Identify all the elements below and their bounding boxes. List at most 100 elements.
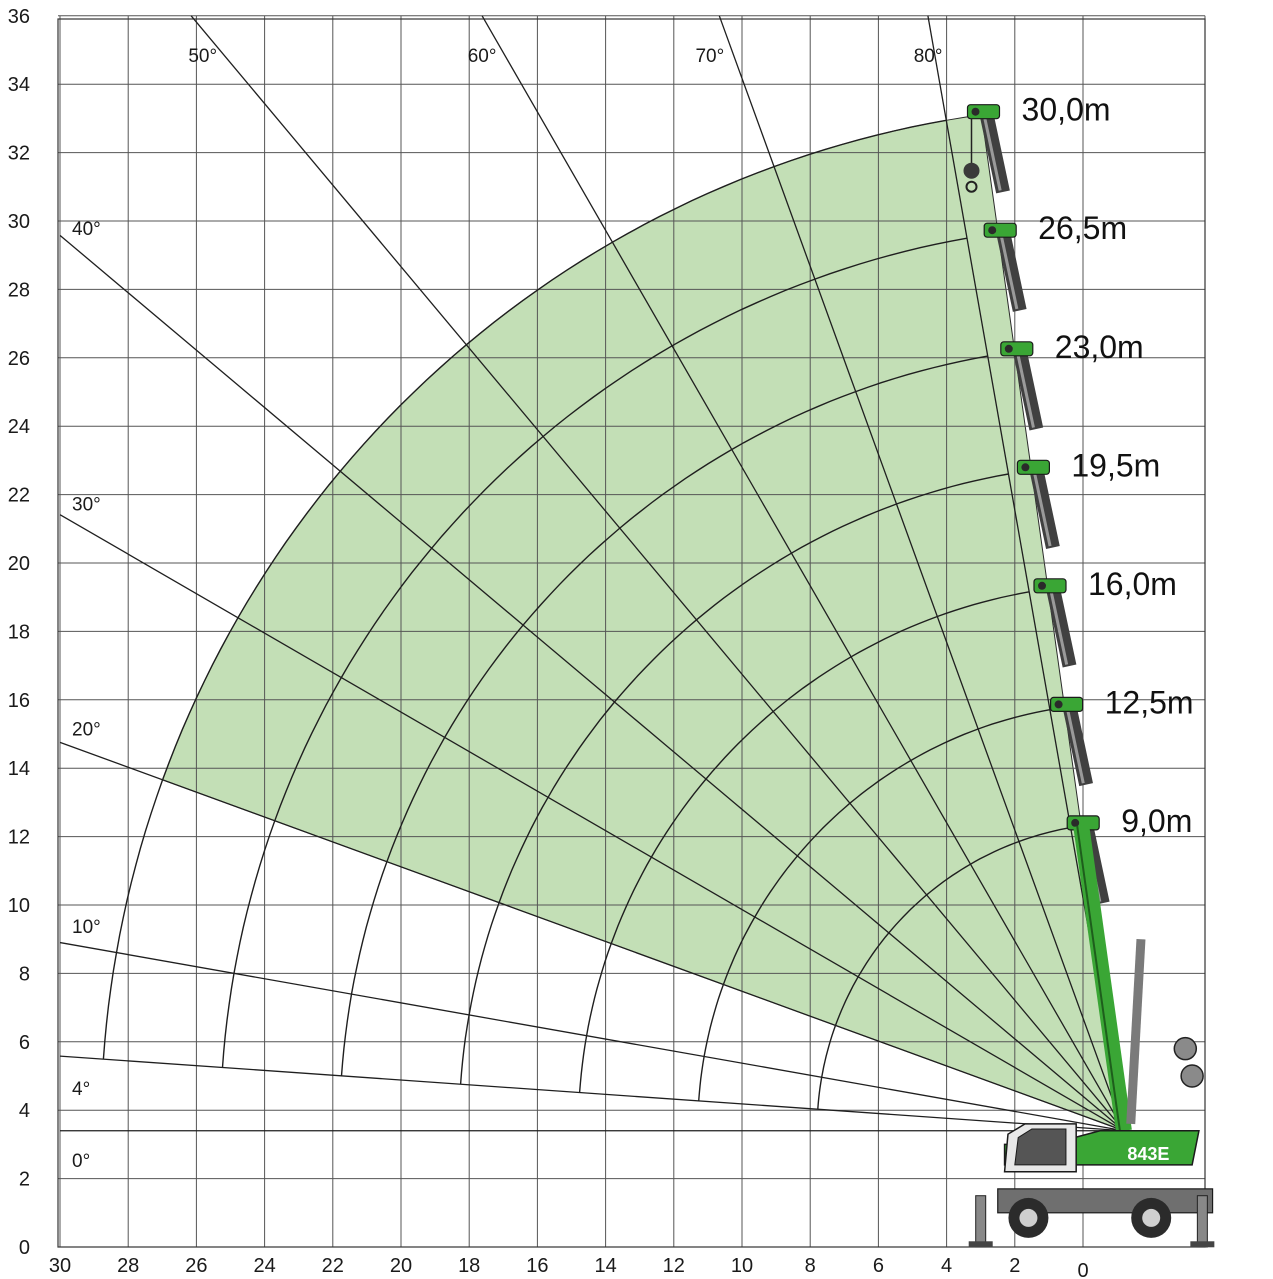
y-tick-label: 18	[8, 621, 30, 643]
angle-labels: 0° 4° 10° 20° 30° 40° 50° 60° 70° 80°	[72, 46, 942, 1172]
boom-head	[1033, 578, 1077, 668]
winch-drum	[1173, 1036, 1198, 1061]
boom-length-arc	[698, 709, 1051, 1101]
model-label: 843E	[1127, 1144, 1169, 1164]
angle-label: 4°	[72, 1079, 90, 1100]
boom-section-highlight	[999, 234, 1019, 310]
angle-ray	[59, 514, 1125, 1132]
x-tick-label: 10	[731, 1255, 753, 1277]
boom-length-arc	[817, 826, 1071, 1110]
crane-machine: 843E	[968, 824, 1215, 1248]
boom-length-arc	[578, 591, 1030, 1093]
y-tick-label: 14	[8, 758, 30, 780]
x-tick-label: 22	[322, 1255, 344, 1277]
hook-block	[963, 162, 980, 179]
cabin-window	[1014, 1128, 1067, 1166]
boom-length-arc	[221, 237, 968, 1068]
sheave	[1021, 463, 1030, 472]
y-tick-label: 2	[19, 1169, 30, 1191]
y-tick-label: 0	[19, 1237, 30, 1259]
y-tick-label: 26	[8, 348, 30, 370]
winch-drum	[1180, 1064, 1204, 1088]
boom-length-arcs	[102, 119, 1071, 1110]
angle-label: 40°	[72, 219, 101, 240]
x-tick-label: 14	[594, 1255, 616, 1277]
y-tick-label: 34	[8, 74, 30, 96]
y-tick-label: 22	[8, 485, 30, 507]
angle-ray	[59, 741, 1125, 1132]
y-tick-label: 36	[8, 6, 30, 28]
x-tick-label: 16	[526, 1255, 548, 1277]
axis-ticks: 30 28 26 24 22 20 18 16 14 12 10 8 6 4 2 00246810121416…	[8, 6, 1089, 1279]
angle-ray	[718, 15, 1125, 1131]
sheave	[971, 107, 980, 116]
boom-section-highlight	[1049, 589, 1069, 665]
boom-section-highlight	[1032, 471, 1052, 547]
angle-label: 10°	[72, 917, 101, 938]
x-tick-label: 18	[458, 1255, 480, 1277]
y-tick-label: 8	[19, 963, 30, 985]
luffing-cylinder	[1126, 938, 1146, 1125]
y-tick-label: 4	[19, 1100, 30, 1122]
x-tick-label: 26	[185, 1255, 207, 1277]
y-tick-label: 30	[8, 211, 30, 233]
x-tick-label: 4	[941, 1255, 952, 1277]
boom-head-markers	[963, 104, 1110, 905]
boom-length-label: 9,0m	[1121, 803, 1192, 839]
y-tick-label: 32	[8, 143, 30, 165]
x-tick-label: 0	[1077, 1260, 1088, 1279]
boom-head	[1000, 341, 1044, 431]
angle-label: 80°	[914, 46, 943, 67]
x-tick-label: 8	[805, 1255, 816, 1277]
boom-head	[963, 104, 1010, 194]
x-tick-label: 30	[49, 1255, 71, 1277]
boom-length-label: 16,0m	[1088, 566, 1177, 602]
sheave	[1071, 818, 1080, 827]
boom-length-arc	[459, 473, 1009, 1085]
boom-length-label: 12,5m	[1105, 684, 1194, 720]
angle-label: 50°	[188, 46, 217, 67]
y-tick-label: 20	[8, 553, 30, 575]
sheave	[988, 226, 997, 235]
y-tick-label: 28	[8, 279, 30, 301]
angle-ray	[481, 15, 1125, 1132]
boom-head	[983, 222, 1027, 312]
angle-label: 20°	[72, 719, 101, 740]
boom-section-highlight	[982, 115, 1002, 191]
x-tick-label: 20	[390, 1255, 412, 1277]
boom-length-label: 30,0m	[1022, 92, 1111, 128]
boom-head	[1016, 459, 1060, 549]
sheave	[1054, 700, 1063, 709]
angle-label: 30°	[72, 495, 101, 516]
boom-head	[1049, 696, 1093, 787]
sheave	[1038, 581, 1046, 590]
boom-angle-lines	[59, 15, 1125, 1132]
main-boom-edge	[1076, 825, 1121, 1131]
x-tick-label: 12	[663, 1255, 685, 1277]
angle-ray	[59, 941, 1125, 1132]
angle-ray	[59, 1055, 1124, 1132]
y-tick-label: 16	[8, 690, 30, 712]
angle-ray	[59, 234, 1125, 1132]
outrigger	[975, 1195, 987, 1248]
boom-length-labels: 9,0m 12,5m 16,0m 19,5m 23,0m 26,5m 30,0m	[1022, 92, 1194, 839]
x-tick-label: 28	[117, 1255, 139, 1277]
y-tick-label: 24	[8, 416, 30, 438]
outrigger-pad	[1190, 1241, 1215, 1248]
boom-section-highlight	[1016, 352, 1035, 428]
boom-section-highlight	[1065, 708, 1085, 784]
plot-frame	[57, 18, 1206, 1248]
y-tick-label: 10	[8, 895, 30, 917]
grid	[57, 15, 1206, 1248]
hook	[965, 180, 978, 193]
angle-ray	[190, 15, 1125, 1132]
y-tick-label: 6	[19, 1032, 30, 1054]
boom-length-arc	[340, 355, 988, 1076]
outrigger-pad	[968, 1241, 993, 1248]
wheel-hub	[1019, 1208, 1038, 1227]
angle-label: 70°	[695, 46, 724, 67]
wheel-hub	[1142, 1208, 1161, 1227]
outrigger	[1196, 1195, 1208, 1248]
sheave	[1004, 344, 1013, 353]
